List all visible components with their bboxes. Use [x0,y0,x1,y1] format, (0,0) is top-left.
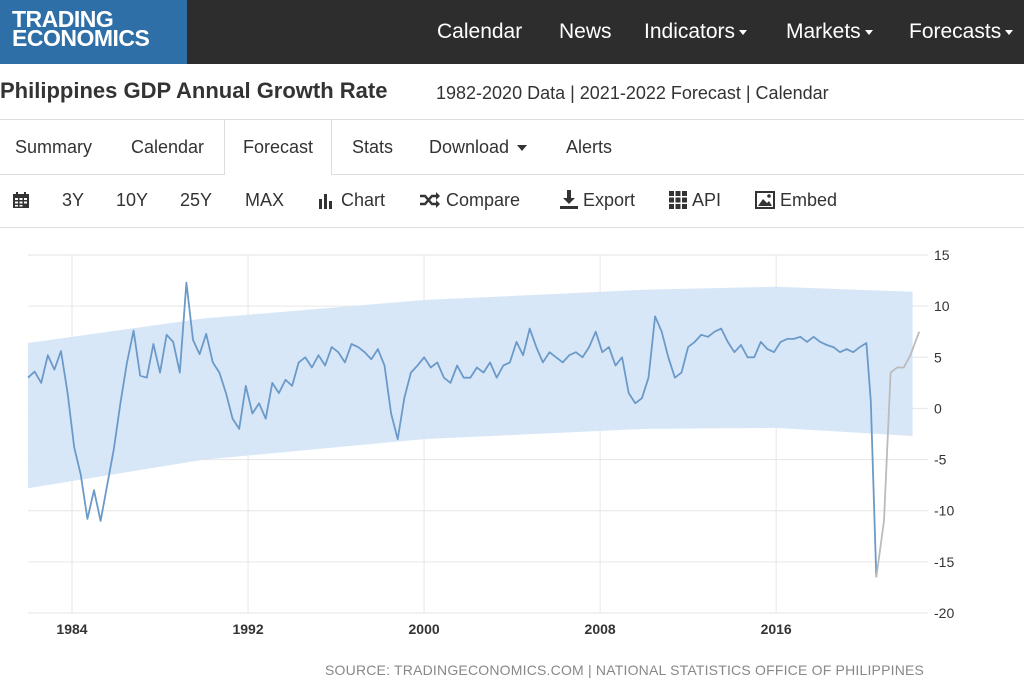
embed-button[interactable]: Embed [755,175,837,225]
chart-type-button[interactable]: Chart [318,175,385,225]
x-tick-label: 2016 [761,621,792,637]
image-icon [755,191,775,209]
gdp-growth-chart: 15 10 5 0 -5 -10 -15 -20 1984 1992 2000 2008 2016 [27,247,954,637]
page-subtitle[interactable]: 1982-2020 Data | 2021-2022 Forecast | Ca… [436,83,829,103]
chevron-down-icon [517,145,528,152]
range-10y-button[interactable]: 10Y [116,175,148,225]
tab-summary-label: Summary [15,137,93,157]
x-axis-labels: 1984 1992 2000 2008 2016 [56,621,792,637]
chart-gridlines [28,254,928,614]
range-3y-button[interactable]: 3Y [62,175,84,225]
tab-stats[interactable]: Stats [352,120,393,174]
y-tick-label: 15 [934,247,950,263]
nav-markets-label: Markets [786,20,861,43]
grid-icon [669,191,687,209]
api-label: API [692,190,722,210]
nav-forecasts[interactable]: Forecasts [909,0,1014,64]
range-max-button[interactable]: MAX [245,175,284,225]
chevron-down-icon [1005,29,1014,35]
y-tick-label: 0 [934,400,942,416]
tab-alerts-label: Alerts [566,137,613,157]
calendar-icon [13,192,29,208]
chart-type-label: Chart [341,190,386,210]
tab-download[interactable]: Download [429,120,528,174]
shuffle-icon [420,192,440,208]
tab-bar: Summary Calendar Forecast Stats Download… [0,120,1024,175]
range-3y-label: 3Y [62,190,85,210]
compare-label: Compare [446,190,521,210]
y-tick-label: -5 [934,452,947,468]
range-max-label: MAX [245,190,285,210]
export-label: Export [583,190,636,210]
y-tick-label: 10 [934,298,950,314]
nav-calendar[interactable]: Calendar [437,0,522,64]
chevron-down-icon [864,29,873,35]
tab-summary[interactable]: Summary [15,120,92,174]
chart-toolbar: 3Y 10Y 25Y MAX Chart Compare Export API … [0,175,1024,228]
y-axis-labels: 15 10 5 0 -5 -10 -15 -20 [934,247,954,621]
nav-calendar-label: Calendar [437,20,523,43]
nav-indicators-label: Indicators [644,20,736,43]
logo-line-2: ECONOMICS [12,25,150,51]
chevron-down-icon [739,29,748,35]
tab-calendar[interactable]: Calendar [131,120,204,174]
forecast-confidence-band [28,286,913,489]
gdp-forecast-line [875,331,921,578]
nav-news[interactable]: News [559,0,612,64]
y-tick-label: -15 [934,554,954,570]
x-tick-label: 1992 [232,621,263,637]
tab-forecast-label: Forecast [243,137,314,157]
api-button[interactable]: API [669,175,721,225]
date-range-button[interactable] [12,175,35,225]
tab-download-label: Download [429,137,510,157]
range-25y-button[interactable]: 25Y [180,175,212,225]
nav-markets[interactable]: Markets [786,0,873,64]
tab-stats-label: Stats [352,137,394,157]
y-tick-label: -20 [934,605,954,621]
download-icon [560,190,578,209]
x-tick-label: 1984 [56,621,87,637]
nav-news-label: News [559,20,612,43]
page-title: Philippines GDP Annual Growth Rate [0,78,388,103]
x-tick-label: 2008 [585,621,616,637]
nav-indicators[interactable]: Indicators [644,0,748,64]
nav-forecasts-label: Forecasts [909,20,1002,43]
bar-chart-icon [319,194,332,209]
top-navigation-bar: TRADING ECONOMICS Calendar News Indicato… [0,0,1024,64]
embed-label: Embed [780,190,838,210]
y-tick-label: 5 [934,349,942,365]
range-25y-label: 25Y [180,190,213,210]
export-button[interactable]: Export [560,175,635,225]
logo-line-1: TRADING [12,6,114,32]
chart-source-note: SOURCE: TRADINGECONOMICS.COM | NATIONAL … [325,662,925,678]
tab-calendar-label: Calendar [131,137,205,157]
tab-alerts[interactable]: Alerts [566,120,612,174]
y-tick-label: -10 [934,503,954,519]
x-tick-label: 2000 [409,621,440,637]
title-bar: Philippines GDP Annual Growth Rate 1982-… [0,64,1024,120]
gdp-growth-line [27,281,878,578]
compare-button[interactable]: Compare [419,175,520,225]
trading-economics-logo[interactable]: TRADING ECONOMICS [0,0,187,64]
range-10y-label: 10Y [116,190,149,210]
tab-forecast[interactable]: Forecast [224,120,333,175]
